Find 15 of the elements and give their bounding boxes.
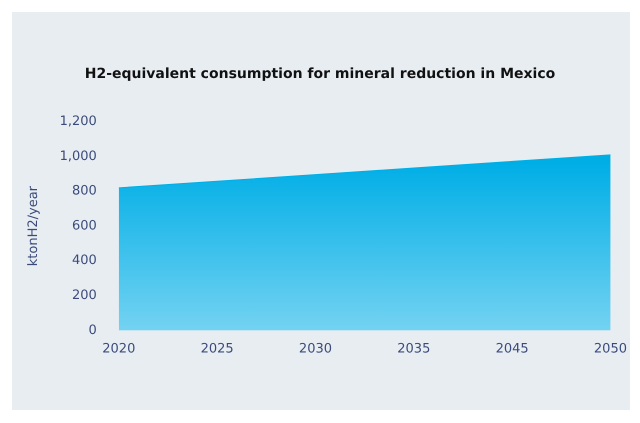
y-tick-label: 600	[72, 218, 97, 234]
chart-title: H2-equivalent consumption for mineral reduction in Mexico	[84, 66, 556, 82]
y-tick-label: 0	[88, 322, 97, 338]
y-tick-label: 800	[72, 184, 97, 199]
x-tick-label: 2050	[594, 342, 628, 357]
x-tick-label: 2025	[200, 342, 234, 357]
x-tick-label: 2045	[496, 342, 529, 357]
x-tick-label: 2035	[397, 342, 430, 357]
x-tick-label: 2030	[298, 342, 332, 357]
y-tick-label: 400	[72, 253, 97, 268]
y-axis-title: ktonH2/year	[26, 185, 42, 266]
y-tick-label: 200	[72, 288, 97, 304]
y-tick-label: 1,000	[60, 148, 97, 164]
y-tick-label: 1,200	[60, 114, 97, 130]
x-tick-label: 2020	[102, 342, 136, 357]
